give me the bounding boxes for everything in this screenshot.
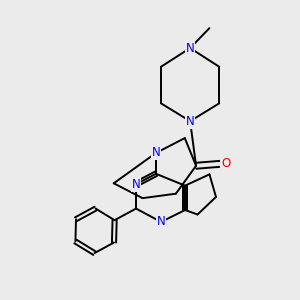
Text: N: N xyxy=(186,42,194,55)
Text: N: N xyxy=(186,115,194,128)
Text: N: N xyxy=(132,178,140,191)
Text: N: N xyxy=(157,215,165,228)
Text: O: O xyxy=(221,157,230,170)
Text: N: N xyxy=(152,146,160,160)
